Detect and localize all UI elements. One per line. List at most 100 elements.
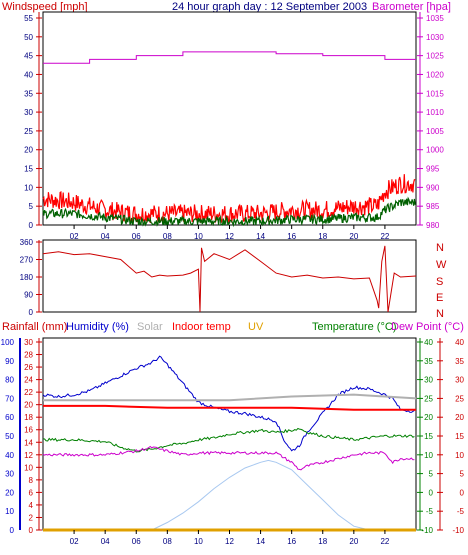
- direction-label-n-top: N: [436, 242, 444, 254]
- climate-x-tick-label: 10: [194, 537, 203, 546]
- dewpoint-tick-label: 25: [455, 394, 464, 403]
- direction-tick-label: 360: [20, 238, 34, 247]
- series-gust: [42, 174, 416, 225]
- rainfall-tick-label: 28: [24, 351, 33, 360]
- humidity-tick-label: 30: [5, 470, 14, 479]
- barometer-tick-label: 1020: [426, 70, 444, 79]
- rainfall-tick-label: 4: [29, 501, 34, 510]
- barometer-tick-label: 1030: [426, 33, 444, 42]
- dewpoint-tick-label: 40: [455, 338, 464, 347]
- direction-tick-label: 0: [29, 308, 34, 317]
- legend-temperature: Temperature (°C): [312, 321, 396, 333]
- dewpoint-tick-label: 20: [455, 413, 464, 422]
- temperature-tick-label: 20: [424, 413, 433, 422]
- barometer-tick-label: 1015: [426, 89, 444, 98]
- dewpoint-tick-label: 0: [460, 488, 465, 497]
- series-temperature: [42, 427, 415, 453]
- humidity-tick-label: 40: [5, 451, 14, 460]
- direction-series: [42, 245, 417, 313]
- windspeed-tick-label: 50: [24, 33, 33, 42]
- windspeed-tick-label: 0: [29, 221, 34, 230]
- direction-label-w: W: [436, 259, 447, 271]
- wind-x-tick-label: 16: [287, 232, 296, 241]
- series-humidity: [42, 355, 415, 452]
- direction-label-s: S: [436, 276, 443, 288]
- rainfall-tick-label: 6: [29, 488, 34, 497]
- climate-x-tick-label: 08: [163, 537, 172, 546]
- rainfall-tick-label: 18: [24, 413, 33, 422]
- temperature-tick-label: 30: [424, 376, 433, 385]
- humidity-tick-label: 0: [10, 526, 15, 535]
- windspeed-tick-label: 55: [24, 14, 33, 23]
- windspeed-tick-label: 40: [24, 70, 33, 79]
- rainfall-tick-label: 26: [24, 363, 33, 372]
- wind-x-tick-label: 06: [132, 232, 141, 241]
- legend-indoor-temp: Indoor temp: [172, 321, 231, 333]
- graph-title: 24 hour graph day : 12 September 2003: [172, 1, 367, 13]
- rainfall-tick-label: 22: [24, 388, 33, 397]
- climate-x-tick-label: 02: [70, 537, 79, 546]
- legend-solar: Solar: [137, 321, 163, 333]
- rainfall-tick-label: 10: [24, 463, 33, 472]
- temperature-tick-label: 10: [424, 451, 433, 460]
- humidity-tick-label: 70: [5, 394, 14, 403]
- rainfall-tick-label: 24: [24, 376, 33, 385]
- rainfall-tick-label: 30: [24, 338, 33, 347]
- rainfall-tick-label: 16: [24, 426, 33, 435]
- humidity-tick-label: 50: [5, 432, 14, 441]
- dewpoint-tick-label: -10: [452, 526, 464, 535]
- humidity-tick-label: 10: [5, 507, 14, 516]
- windspeed-tick-label: 30: [24, 108, 33, 117]
- temperature-tick-label: 40: [424, 338, 433, 347]
- climate-x-tick-label: 16: [287, 537, 296, 546]
- wind-x-tick-label: 10: [194, 232, 203, 241]
- rainfall-tick-label: 20: [24, 401, 33, 410]
- dewpoint-tick-label: 35: [455, 357, 464, 366]
- temperature-tick-label: 35: [424, 357, 433, 366]
- direction-label-n-bottom: N: [436, 308, 444, 320]
- temperature-tick-label: -10: [421, 526, 433, 535]
- legend-humidity: Humidity (%): [66, 321, 129, 333]
- temperature-tick-label: 0: [429, 488, 434, 497]
- series-solar: [43, 393, 417, 402]
- wind-x-tick-label: 14: [256, 232, 265, 241]
- climate-x-tick-label: 12: [225, 537, 234, 546]
- barometer-tick-label: 990: [426, 183, 440, 192]
- climate-x-tick-label: 18: [318, 537, 327, 546]
- windspeed-tick-label: 10: [24, 183, 33, 192]
- dewpoint-tick-label: 10: [455, 451, 464, 460]
- windspeed-tick-label: 15: [24, 165, 33, 174]
- series-barometer: [43, 51, 416, 64]
- direction-tick-label: 180: [20, 273, 34, 282]
- legend-rainfall: Rainfall (mm): [2, 321, 67, 333]
- temperature-tick-label: 5: [429, 470, 434, 479]
- humidity-tick-label: 20: [5, 488, 14, 497]
- legend-uv: UV: [248, 321, 264, 333]
- barometer-tick-label: 1000: [426, 146, 444, 155]
- barometer-tick-label: 1010: [426, 108, 444, 117]
- windspeed-tick-label: 5: [29, 202, 34, 211]
- plot-layer: 0510152025303540455055980985990995100010…: [1, 11, 465, 546]
- dewpoint-tick-label: 30: [455, 376, 464, 385]
- rainfall-tick-label: 12: [24, 451, 33, 460]
- rainfall-tick-label: 2: [29, 513, 34, 522]
- climate-x-tick-label: 14: [256, 537, 265, 546]
- wind-x-tick-label: 04: [101, 232, 110, 241]
- rainfall-tick-label: 0: [29, 526, 34, 535]
- windspeed-tick-label: 25: [24, 127, 33, 136]
- windspeed-axis-label: Windspeed [mph]: [2, 1, 88, 13]
- barometer-tick-label: 985: [426, 202, 440, 211]
- humidity-tick-label: 100: [1, 338, 15, 347]
- humidity-tick-label: 80: [5, 376, 14, 385]
- humidity-tick-label: 90: [5, 357, 14, 366]
- direction-label-e: E: [436, 292, 443, 304]
- series-solar_curve: [151, 459, 370, 531]
- climate-x-tick-label: 04: [101, 537, 110, 546]
- temperature-tick-label: -5: [426, 507, 434, 516]
- windspeed-tick-label: 20: [24, 146, 33, 155]
- barometer-axis-label: Barometer [hpa]: [372, 1, 451, 13]
- legend-dew-point: Dew Point (°C): [391, 321, 464, 333]
